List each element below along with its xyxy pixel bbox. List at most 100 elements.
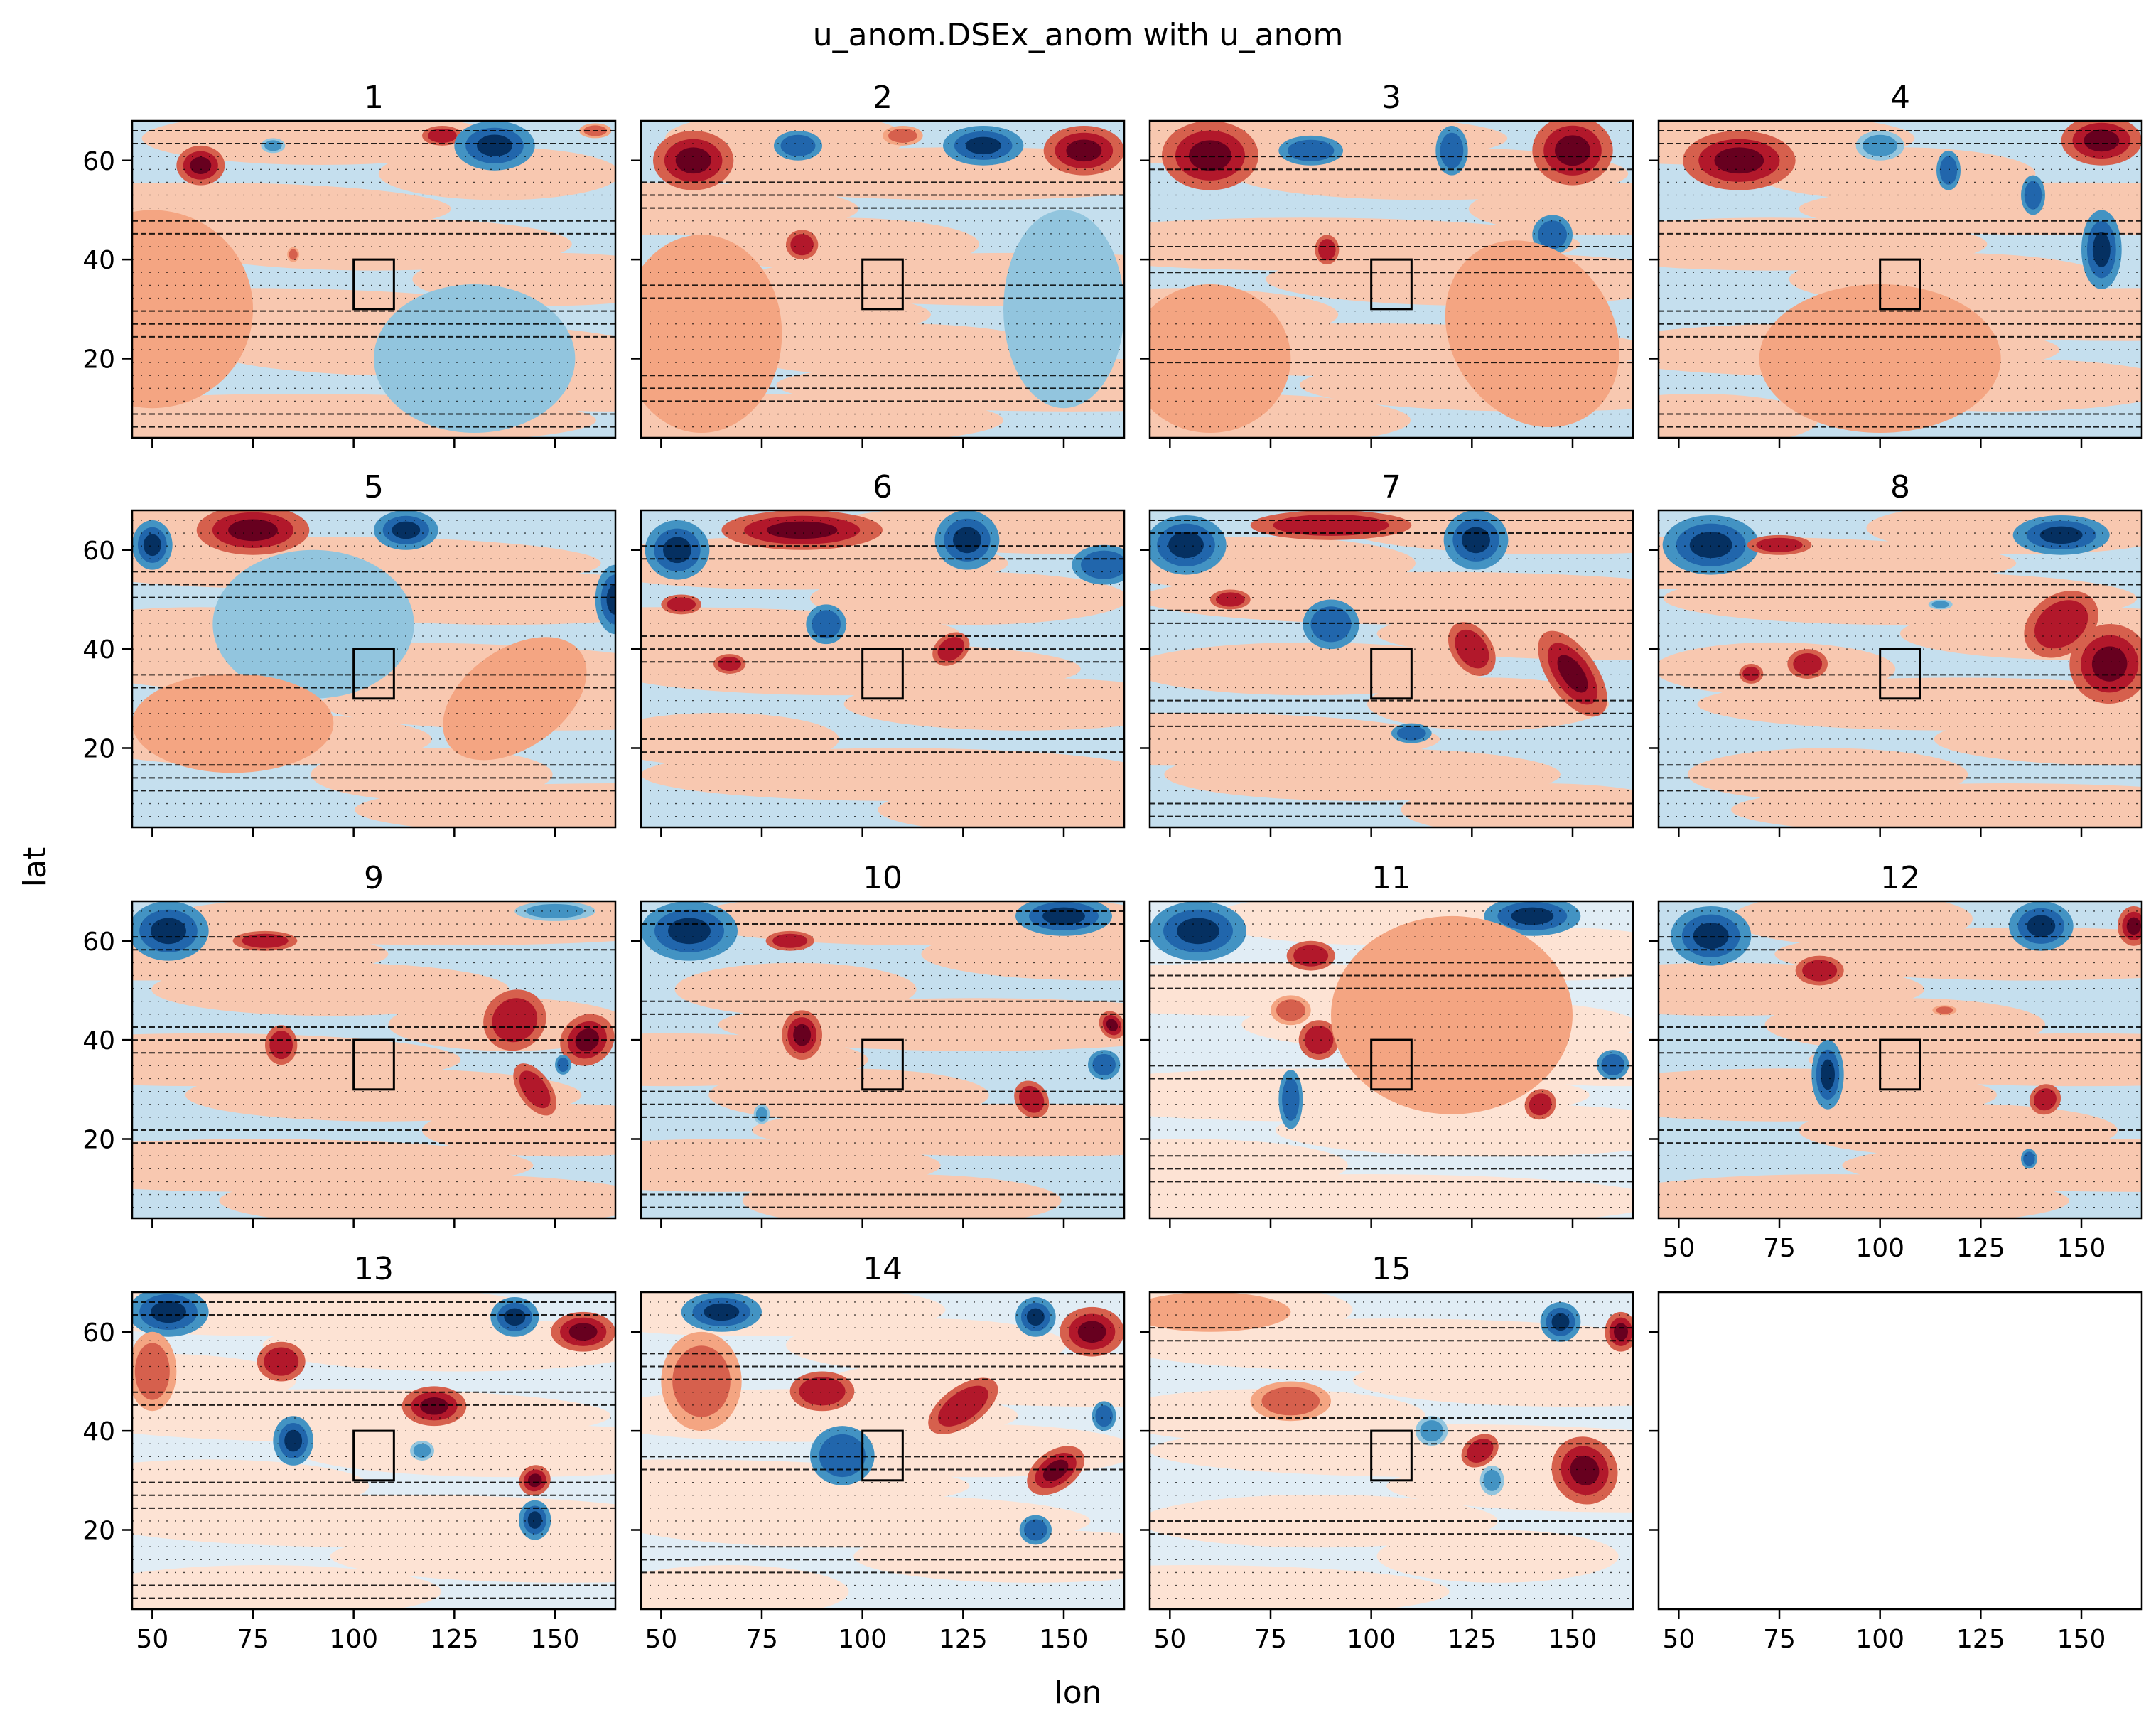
target-box [352,258,395,311]
contour-field [132,121,615,438]
x-tick-label: 75 [1763,1234,1796,1263]
contour-feature [1821,1059,1835,1090]
panel-title: 14 [863,1251,902,1287]
panel-2: 2 [631,80,1126,448]
axes-frame [1148,509,1634,829]
target-box [1370,1038,1413,1091]
contour-feature [1863,134,1898,156]
panel-8: 8 [1649,469,2143,837]
contour-feature [668,918,711,945]
contour-feature [2126,917,2141,935]
y-axis-label: lat [17,847,53,887]
contour-feature [1466,1439,1494,1463]
x-tick-label: 100 [1855,1234,1904,1263]
anomaly-band [1376,1530,1619,1583]
contour-feature [1261,1387,1320,1416]
axes-frame [640,119,1126,439]
contour-feature [212,549,414,699]
contour-feature [1462,527,1490,554]
contour-feature [1077,1321,1106,1343]
contour-field [1659,121,2142,438]
axes-frame [640,509,1126,829]
contour-feature [1742,666,1760,682]
target-box [352,648,395,700]
x-tick-label: 125 [939,1625,988,1654]
contour-feature [799,1377,846,1406]
axes-frame [131,119,617,439]
contour-feature [641,235,782,433]
x-tick-label: 50 [645,1625,677,1654]
anomaly-band [1731,783,2142,827]
x-tick-label: 150 [531,1625,580,1654]
contour-feature [1555,135,1590,166]
wind-vectors [641,520,1124,817]
contour-feature [1019,1085,1045,1113]
anomaly-band [185,1068,582,1122]
contour-feature [151,1301,186,1323]
axes-frame [1148,119,1634,439]
x-tick-label: 100 [329,1625,378,1654]
contour-feature [1759,284,2001,434]
target-box [1370,648,1413,700]
wind-vectors [641,130,1124,428]
contour-feature [1756,537,1803,552]
x-tick-label: 50 [1662,1234,1695,1263]
contour-feature [667,597,696,612]
panel-16: 50 75 100 125 150 [1649,1291,2143,1654]
target-box [1370,1429,1413,1482]
contour-feature [1177,918,1219,945]
contour-feature [1551,1313,1570,1331]
contour-feature [663,537,691,564]
contour-feature [1024,1519,1047,1541]
contour-feature [780,134,816,156]
contour-feature [704,1303,740,1321]
panel-7: 7 [1140,469,1634,837]
axes-frame [1148,900,1634,1220]
contour-feature [132,673,334,773]
x-axis-label: lon [1054,1675,1101,1711]
panel-5: 5 20 40 60 [82,469,617,837]
panel-title: 15 [1371,1251,1411,1287]
wind-vectors [1659,910,2142,1208]
contour-feature [443,637,587,761]
contour-field [132,1292,615,1609]
wind-vectors [1150,910,1633,1208]
target-box [1879,1038,1921,1091]
contour-feature [1150,284,1291,433]
contour-feature [1168,532,1204,559]
panel-title: 11 [1371,860,1411,896]
axes-frame [1657,119,2143,439]
x-tick-label: 75 [1763,1625,1796,1654]
y-tick-label: 40 [82,246,115,275]
wind-vectors [132,129,615,428]
wind-vectors [1659,520,2142,817]
contour-feature [392,521,421,539]
x-tick-label: 125 [1448,1625,1497,1654]
contour-field [1150,510,1633,827]
anomaly-band [1468,182,1633,236]
contour-feature [284,1429,303,1452]
target-box [352,1429,395,1482]
x-tick-label: 150 [1548,1625,1597,1654]
contour-feature [132,210,253,409]
anomaly-band [1150,642,1488,696]
x-tick-label: 150 [1040,1625,1089,1654]
contour-feature [1396,726,1426,741]
contour-feature [2039,526,2083,544]
contour-feature [504,1308,526,1326]
contour-feature [1614,1323,1628,1341]
panel-10: 10 [631,860,1126,1228]
contour-feature [2092,232,2111,267]
contour-feature [1455,629,1489,669]
panel-12: 12 50 75 100 125 150 [1649,860,2143,1263]
panel-title: 2 [873,80,893,116]
contour-feature [1689,532,1732,559]
target-box [861,1429,904,1482]
y-tick-label: 60 [82,1318,115,1348]
panel-4: 4 [1649,80,2143,448]
contour-feature [675,147,711,174]
y-tick-label: 60 [82,928,115,957]
wind-vectors [641,1301,1124,1599]
contour-feature [672,1345,731,1417]
panel-13: 13 50 75 100 125 150 20 40 60 [82,1251,617,1654]
